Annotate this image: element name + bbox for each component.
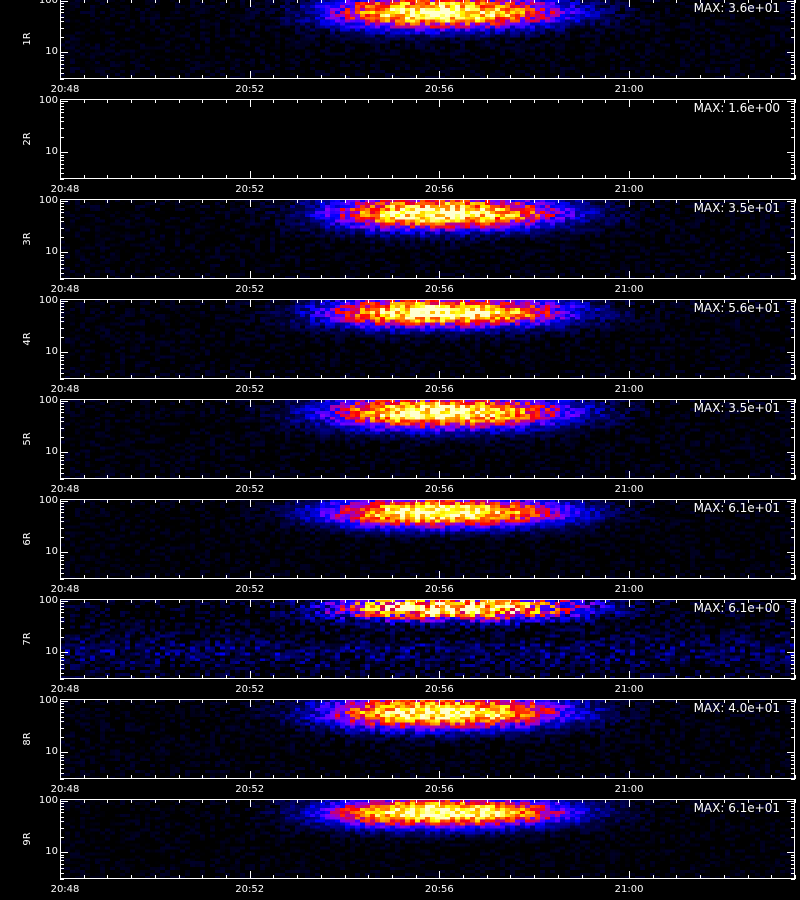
y-tick-label: 100 xyxy=(38,395,58,407)
y-tick-label: 10 xyxy=(45,446,58,458)
y-tick-label: 100 xyxy=(38,195,58,207)
axes-8r xyxy=(60,699,796,780)
x-tick-label: 20:52 xyxy=(235,684,265,695)
x-tick-label: 21:00 xyxy=(614,884,644,895)
y-tick-label: 10 xyxy=(45,146,58,158)
x-tick-label: 20:48 xyxy=(50,484,80,495)
x-tick-label: 20:52 xyxy=(235,884,265,895)
x-tick-label: 20:56 xyxy=(424,284,454,295)
axes-1r xyxy=(60,0,796,80)
axes-2r xyxy=(60,99,796,180)
y-tick-label: 100 xyxy=(38,95,58,107)
x-tick-label: 20:48 xyxy=(50,384,80,395)
max-value-label: MAX: 1.6e+00 xyxy=(693,101,780,115)
max-value-label: MAX: 5.6e+01 xyxy=(693,301,780,315)
plot-frame xyxy=(60,699,795,779)
max-value-label: MAX: 6.1e+01 xyxy=(693,501,780,515)
x-tick-label: 20:48 xyxy=(50,184,80,195)
max-value-label: MAX: 6.1e+00 xyxy=(693,601,780,615)
heatmap-2r xyxy=(60,99,795,179)
x-tick-label: 20:56 xyxy=(424,484,454,495)
x-tick-label: 21:00 xyxy=(614,184,644,195)
heatmap-8r xyxy=(60,699,795,779)
y-tick-label: 10 xyxy=(45,746,58,758)
x-tick-label: 20:52 xyxy=(235,784,265,795)
x-tick-label: 20:56 xyxy=(424,584,454,595)
x-tick-label: 20:48 xyxy=(50,884,80,895)
axes-6r xyxy=(60,499,796,580)
plot-frame xyxy=(60,0,795,79)
y-tick-label: 10 xyxy=(45,46,58,58)
y-tick-label: 10 xyxy=(45,646,58,658)
x-tick-label: 21:00 xyxy=(614,384,644,395)
max-value-label: MAX: 6.1e+01 xyxy=(693,801,780,815)
heatmap-4r xyxy=(60,299,795,379)
plot-frame xyxy=(60,799,795,879)
x-tick-label: 20:56 xyxy=(424,384,454,395)
plot-frame xyxy=(60,299,795,379)
x-tick-label: 20:56 xyxy=(424,684,454,695)
x-tick-label: 20:56 xyxy=(424,184,454,195)
y-tick-label: 100 xyxy=(38,795,58,807)
y-tick-label: 10 xyxy=(45,546,58,558)
x-tick-label: 21:00 xyxy=(614,784,644,795)
heatmap-1r xyxy=(60,0,795,79)
x-tick-label: 21:00 xyxy=(614,684,644,695)
axes-5r xyxy=(60,399,796,480)
x-tick-label: 20:52 xyxy=(235,584,265,595)
y-tick-label: 100 xyxy=(38,295,58,307)
y-tick-label: 100 xyxy=(38,0,58,7)
heatmap-7r xyxy=(60,599,795,679)
x-tick-label: 20:48 xyxy=(50,784,80,795)
axes-9r xyxy=(60,799,796,880)
x-tick-label: 20:48 xyxy=(50,284,80,295)
max-value-label: MAX: 3.5e+01 xyxy=(693,401,780,415)
heatmap-9r xyxy=(60,799,795,879)
y-tick-label: 10 xyxy=(45,846,58,858)
x-tick-label: 20:48 xyxy=(50,584,80,595)
plot-frame xyxy=(60,499,795,579)
heatmap-3r xyxy=(60,199,795,279)
max-value-label: MAX: 4.0e+01 xyxy=(693,701,780,715)
x-tick-label: 20:48 xyxy=(50,84,80,95)
x-tick-label: 21:00 xyxy=(614,84,644,95)
y-tick-label: 100 xyxy=(38,695,58,707)
plot-frame xyxy=(60,599,795,679)
max-value-label: MAX: 3.5e+01 xyxy=(693,201,780,215)
x-tick-label: 20:52 xyxy=(235,484,265,495)
heatmap-6r xyxy=(60,499,795,579)
x-tick-label: 21:00 xyxy=(614,484,644,495)
y-tick-label: 100 xyxy=(38,595,58,607)
plot-frame xyxy=(60,199,795,279)
x-tick-label: 20:48 xyxy=(50,684,80,695)
x-tick-label: 20:52 xyxy=(235,184,265,195)
x-tick-label: 20:52 xyxy=(235,84,265,95)
max-value-label: MAX: 3.6e+01 xyxy=(693,1,780,15)
y-tick-label: 10 xyxy=(45,346,58,358)
y-tick-label: 10 xyxy=(45,246,58,258)
plot-frame xyxy=(60,99,795,179)
plot-frame xyxy=(60,399,795,479)
x-tick-label: 20:56 xyxy=(424,84,454,95)
x-tick-label: 20:56 xyxy=(424,884,454,895)
axes-3r xyxy=(60,199,796,280)
heatmap-5r xyxy=(60,399,795,479)
x-tick-label: 20:52 xyxy=(235,284,265,295)
x-tick-label: 20:52 xyxy=(235,384,265,395)
axes-4r xyxy=(60,299,796,380)
y-tick-label: 100 xyxy=(38,495,58,507)
x-tick-label: 21:00 xyxy=(614,584,644,595)
x-tick-label: 21:00 xyxy=(614,284,644,295)
x-tick-label: 20:56 xyxy=(424,784,454,795)
axes-7r xyxy=(60,599,796,680)
